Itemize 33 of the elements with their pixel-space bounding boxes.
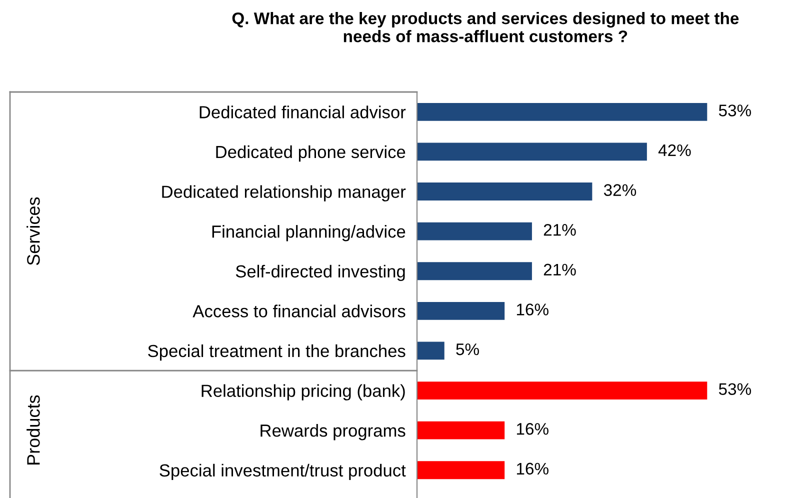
- chart-title: Q. What are the key products and services designed to meet the needs of mass-affluent customers ?: [232, 12, 739, 42]
- text: Products: [26, 395, 40, 464]
- y-tick-label: Relationship pricing (bank): [202, 384, 405, 400]
- data-label: 21%: [544, 224, 576, 236]
- y-tick-label: Dedicated relationship manager: [162, 185, 406, 202]
- bar: [417, 262, 532, 280]
- bar: [417, 342, 444, 360]
- y-tick-label: Self-directed investing: [236, 264, 405, 282]
- bar: [417, 182, 592, 200]
- y-tick-label: Financial planning/advice: [212, 225, 406, 242]
- data-label: 53%: [718, 383, 752, 396]
- data-label: 21%: [544, 264, 576, 276]
- data-label: 42%: [658, 144, 691, 156]
- data-label: 16%: [516, 423, 548, 435]
- bar: [417, 421, 505, 440]
- data-label: 53%: [718, 104, 752, 116]
- bar: [417, 102, 708, 121]
- y-tick-label: Rewards programs: [260, 424, 406, 440]
- bar: [417, 222, 532, 240]
- y-tick-label: Dedicated phone service: [216, 145, 406, 162]
- y-tick-label: Special investment/trust product: [160, 464, 406, 480]
- text: Services: [26, 197, 40, 266]
- bar: [417, 142, 647, 161]
- y-tick-label: Special treatment in the branches: [148, 344, 406, 361]
- data-label: 32%: [604, 184, 636, 196]
- y-tick-label: Dedicated financial advisor: [200, 106, 406, 118]
- bar: [417, 302, 505, 320]
- data-label: 16%: [516, 462, 548, 475]
- bar: [417, 382, 708, 400]
- data-label: 16%: [516, 304, 548, 316]
- data-label: 5%: [456, 343, 479, 356]
- bar: [417, 461, 505, 480]
- y-tick-label: Access to financial advisors: [192, 304, 406, 318]
